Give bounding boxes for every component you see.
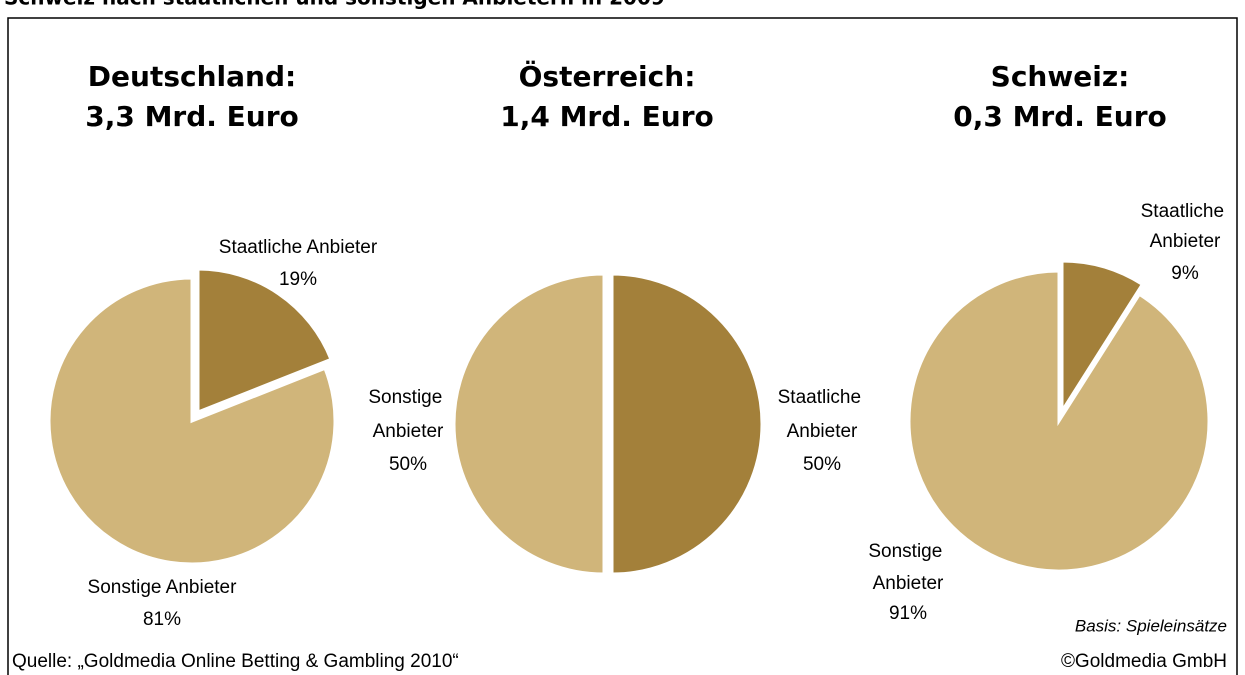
value-label: 50%: [803, 454, 841, 475]
pie-slice: [452, 272, 606, 576]
value-label: 9%: [1171, 263, 1199, 284]
label-line: Sonstige: [368, 387, 447, 408]
label-line: Anbieter: [1150, 231, 1221, 252]
copyright: ©Goldmedia GmbH: [1061, 651, 1227, 672]
value-label: 19%: [279, 269, 317, 290]
label-line: Anbieter: [787, 421, 858, 442]
note: Basis: Spieleinsätze: [1075, 616, 1227, 635]
slice-label: Staatliche Anbieter: [778, 387, 867, 442]
pie-slice: [1060, 259, 1145, 417]
pie-slice: [47, 276, 337, 566]
chart-title: Deutschland:: [88, 60, 296, 93]
label-line: Anbieter: [873, 573, 944, 594]
chart-subtitle: 3,3 Mrd. Euro: [85, 100, 299, 133]
slice-label: Sonstige Anbieter: [368, 387, 447, 442]
label-line: Sonstige: [868, 541, 947, 562]
source: Quelle: „Goldmedia Online Betting & Gamb…: [12, 651, 459, 672]
pie-slice: [610, 272, 764, 576]
chart-title: Schweiz:: [991, 60, 1130, 93]
frame: [7, 17, 1238, 675]
slice-label: Sonstige Anbieter: [868, 541, 947, 594]
header-title: Schweiz nach staatlichen und sonstigen A…: [4, 0, 665, 10]
label-line: Anbieter: [373, 421, 444, 442]
value-label: 50%: [389, 454, 427, 475]
pie-slice: [196, 267, 333, 415]
value-label: 81%: [143, 609, 181, 630]
slice-label: Staatliche Anbieter: [219, 237, 378, 258]
value-label: 91%: [889, 603, 927, 624]
chart-subtitle: 1,4 Mrd. Euro: [500, 100, 714, 133]
label-line: Staatliche: [778, 387, 867, 408]
chart-subtitle: 0,3 Mrd. Euro: [953, 100, 1167, 133]
slice-label: Sonstige Anbieter: [88, 577, 238, 598]
pie-slice: [907, 269, 1211, 573]
slice-label: Staatliche Anbieter: [1141, 201, 1230, 252]
chart-title: Österreich:: [519, 59, 696, 93]
label-line: Staatliche: [1141, 201, 1230, 222]
